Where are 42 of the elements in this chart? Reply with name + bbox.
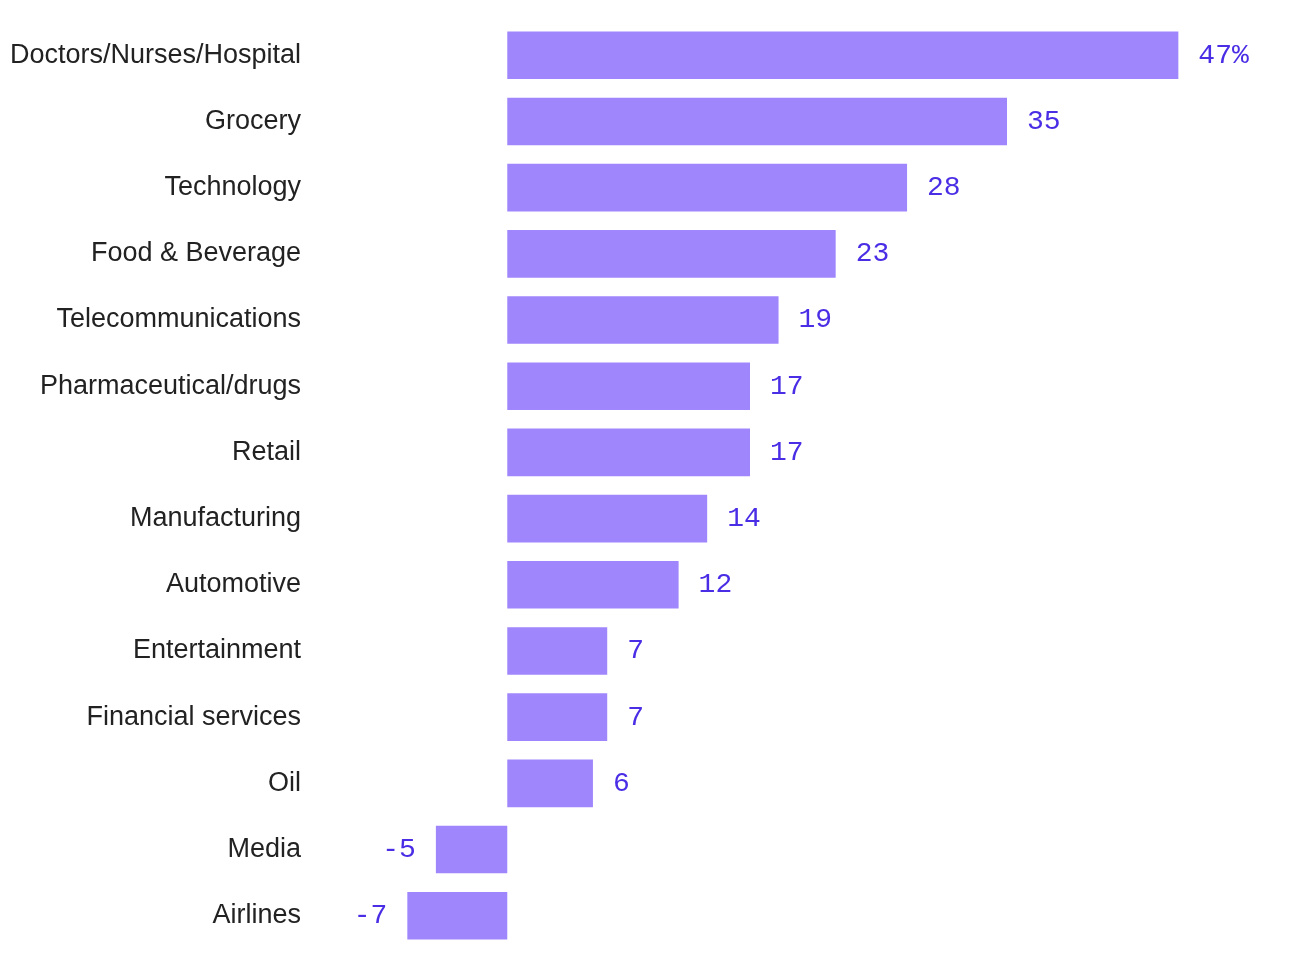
y-tick-label: Oil	[268, 766, 302, 797]
y-tick-label: Doctors/Nurses/Hospital	[10, 38, 302, 69]
y-tick-label: Airlines	[212, 899, 302, 930]
data-label: 19	[798, 304, 833, 336]
data-label: 12	[698, 569, 733, 601]
data-label: -5	[382, 833, 416, 865]
data-label: 7	[627, 635, 645, 667]
y-tick-label: Pharmaceutical/drugs	[39, 369, 302, 400]
data-label: 17	[770, 436, 804, 468]
data-label: 28	[927, 172, 961, 204]
data-label: 14	[727, 503, 761, 534]
bar	[507, 494, 708, 543]
bar	[507, 428, 750, 477]
data-label: 6	[612, 767, 630, 799]
data-label: 7	[627, 701, 645, 733]
bar	[507, 759, 593, 808]
y-tick-label: Retail	[232, 435, 302, 466]
bar	[507, 362, 750, 411]
y-tick-label: Technology	[164, 171, 302, 202]
y-tick-label: Financial services	[86, 700, 302, 731]
bar	[507, 296, 779, 344]
bar	[507, 230, 836, 278]
y-tick-label: Manufacturing	[129, 502, 302, 533]
y-tick-label: Food & Beverage	[90, 237, 302, 268]
bar	[507, 627, 608, 675]
bar	[507, 31, 1179, 80]
data-label: -7	[353, 900, 388, 932]
data-label: 23	[855, 238, 890, 270]
y-tick-label: Entertainment	[133, 634, 302, 665]
bar	[507, 97, 1008, 146]
data-label: 35	[1027, 105, 1061, 137]
bar	[507, 163, 908, 212]
bar	[435, 825, 508, 874]
data-label: 47%	[1198, 39, 1249, 71]
bar	[407, 891, 508, 940]
data-label: 17	[770, 370, 804, 402]
bar	[507, 560, 679, 609]
y-tick-label: Grocery	[205, 104, 302, 135]
bar	[507, 693, 608, 741]
y-tick-label: Automotive	[166, 568, 302, 599]
y-tick-label: Media	[227, 832, 303, 863]
y-tick-label: Telecommunications	[56, 303, 302, 334]
